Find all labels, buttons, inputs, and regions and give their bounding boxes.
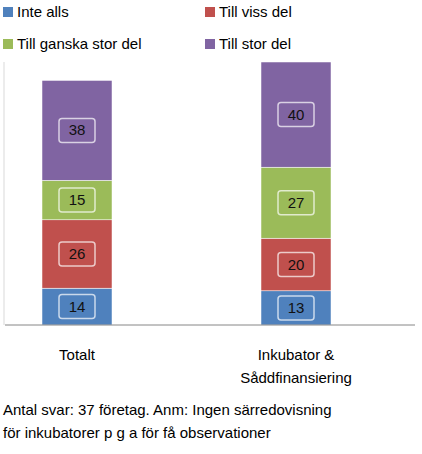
legend-label: Till ganska stor del <box>17 35 142 52</box>
data-labels: 14 26 15 38 13 20 27 40 <box>59 103 314 320</box>
data-label: 26 <box>69 245 86 262</box>
bar-segment <box>42 220 112 288</box>
category-label: Inkubator &Såddfinansiering <box>240 346 352 386</box>
legend-label: Inte alls <box>17 3 69 20</box>
legend: Inte alls Till viss del Till ganska stor d… <box>3 3 292 52</box>
bar-segment <box>261 291 331 325</box>
bar-segment <box>42 80 112 180</box>
note: för inkubatorer p g a för få observation… <box>3 424 271 441</box>
data-label: 14 <box>69 298 86 315</box>
data-label: 15 <box>69 191 86 208</box>
category-label: Totalt <box>59 346 96 363</box>
legend-label: Till viss del <box>219 3 292 20</box>
legend-swatch <box>205 7 215 17</box>
bar-segment <box>261 167 331 238</box>
data-label-box <box>59 118 95 142</box>
y-axis-line <box>4 62 5 325</box>
data-label: 40 <box>288 106 305 123</box>
bars <box>42 62 331 325</box>
data-label: 20 <box>288 256 305 273</box>
data-label-box <box>278 296 314 320</box>
data-label: 38 <box>69 121 86 138</box>
bar-segment <box>261 238 331 291</box>
legend-swatch <box>205 39 215 49</box>
data-label-box <box>278 103 314 127</box>
data-label: 13 <box>288 299 305 316</box>
data-label-box <box>278 253 314 277</box>
data-label-box <box>59 242 95 266</box>
legend-swatch <box>3 7 13 17</box>
chart: Inte alls Till viss del Till ganska stor d… <box>0 0 422 454</box>
x-axis-line <box>5 325 415 326</box>
data-label-box <box>278 191 314 215</box>
data-label-box <box>59 188 95 212</box>
bar-segment <box>42 180 112 219</box>
data-label-box <box>59 295 95 319</box>
legend-swatch <box>3 39 13 49</box>
legend-label: Till stor del <box>219 35 291 52</box>
bar-segment <box>261 62 331 167</box>
data-label: 27 <box>288 194 305 211</box>
bar-segment <box>42 288 112 325</box>
note: Antal svar: 37 företag. Anm: Ingen särre… <box>3 401 332 418</box>
